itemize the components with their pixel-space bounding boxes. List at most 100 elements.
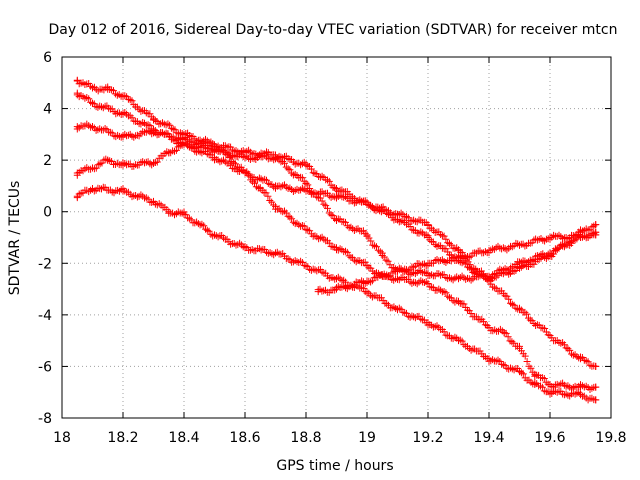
data-point — [150, 159, 157, 167]
x-axis-label: GPS time / hours — [276, 458, 393, 474]
series-track-b — [73, 89, 600, 393]
data-point — [577, 391, 584, 399]
data-point — [302, 226, 310, 234]
data-point — [577, 355, 584, 363]
data-point — [516, 368, 523, 376]
data-point — [424, 221, 432, 229]
data-point — [180, 141, 188, 149]
data-point — [241, 244, 249, 252]
y-tick-label: 2 — [43, 153, 52, 169]
data-point — [485, 324, 493, 332]
data-point — [485, 272, 493, 280]
data-point — [516, 344, 523, 352]
series-markers — [73, 91, 600, 393]
data-point — [394, 210, 401, 218]
data-point — [333, 192, 340, 200]
data-point — [272, 203, 279, 211]
y-tick-label: -6 — [38, 359, 52, 375]
data-point — [180, 210, 188, 218]
data-point — [272, 249, 279, 257]
x-tick-label: 19.2 — [412, 430, 443, 446]
data-point — [394, 267, 401, 275]
data-point — [89, 123, 96, 131]
data-point — [333, 244, 340, 252]
data-point — [302, 187, 310, 195]
data-point — [424, 280, 432, 288]
data-point — [363, 231, 371, 239]
data-point — [241, 154, 249, 162]
data-point — [272, 154, 279, 162]
data-point — [119, 92, 127, 100]
data-point — [424, 270, 432, 278]
x-tick-label: 18.8 — [290, 430, 321, 446]
data-point — [424, 234, 432, 241]
x-tick-label: 18 — [53, 430, 71, 446]
data-point — [592, 231, 600, 239]
data-point — [500, 329, 508, 337]
data-point — [592, 383, 600, 391]
data-point — [378, 252, 386, 259]
data-point — [211, 231, 218, 239]
data-point — [211, 154, 218, 162]
y-tick-label: 4 — [43, 102, 52, 118]
data-point — [104, 85, 112, 93]
axis-ticks: 18 18.2 18.4 18.6 18.8 19 19.2 19.4 19.6 19.8 -8 -6… — [38, 50, 627, 446]
data-point — [363, 277, 371, 285]
data-point — [272, 182, 279, 190]
series-markers — [73, 139, 600, 284]
data-point — [256, 185, 264, 192]
data-point — [333, 185, 340, 192]
data-point — [89, 84, 96, 92]
data-point — [302, 262, 310, 270]
y-tick-label: -4 — [38, 308, 52, 324]
data-point — [546, 381, 554, 388]
data-point — [89, 99, 96, 107]
data-point — [89, 185, 96, 192]
data-point — [516, 306, 523, 314]
data-point — [546, 249, 554, 257]
data-point — [516, 259, 523, 267]
data-point — [150, 128, 157, 136]
x-tick-label: 18.6 — [229, 430, 260, 446]
data-point — [485, 355, 493, 363]
data-point — [470, 264, 478, 272]
plot-frame — [61, 56, 612, 419]
data-point — [73, 169, 81, 177]
x-tick-label: 19.8 — [595, 430, 626, 446]
data-point — [531, 370, 539, 378]
data-point — [333, 275, 340, 283]
data-point — [592, 221, 600, 229]
data-point — [455, 298, 462, 306]
data-point — [73, 123, 81, 131]
y-tick-label: -2 — [38, 256, 52, 272]
data-point — [363, 288, 371, 296]
data-point — [485, 246, 493, 254]
x-tick-label: 18.4 — [168, 430, 199, 446]
data-point — [546, 234, 554, 241]
y-axis-label: SDTVAR / TECUs — [7, 181, 23, 296]
y-tick-label: -8 — [38, 411, 52, 427]
data-point — [73, 192, 81, 200]
chart-title: Day 012 of 2016, Sidereal Day-to-day VTE… — [49, 22, 618, 38]
data-point — [363, 200, 371, 208]
data-point — [394, 275, 401, 283]
data-point — [516, 241, 523, 249]
x-tick-label: 18.2 — [107, 430, 138, 446]
data-point — [119, 161, 127, 169]
x-tick-label: 19.4 — [473, 430, 504, 446]
x-tick-label: 19.6 — [534, 430, 565, 446]
data-point — [314, 288, 322, 296]
data-point — [302, 179, 310, 187]
data-point — [424, 319, 432, 327]
series-track-d — [73, 139, 600, 284]
data-point — [455, 275, 462, 283]
data-point — [455, 337, 462, 345]
data-point — [455, 254, 462, 262]
data-point — [150, 197, 157, 205]
data-point — [302, 161, 310, 169]
data-point — [150, 115, 157, 123]
data-series — [73, 76, 600, 404]
data-point — [211, 146, 218, 154]
y-tick-label: 6 — [43, 50, 52, 66]
data-point — [531, 381, 539, 388]
